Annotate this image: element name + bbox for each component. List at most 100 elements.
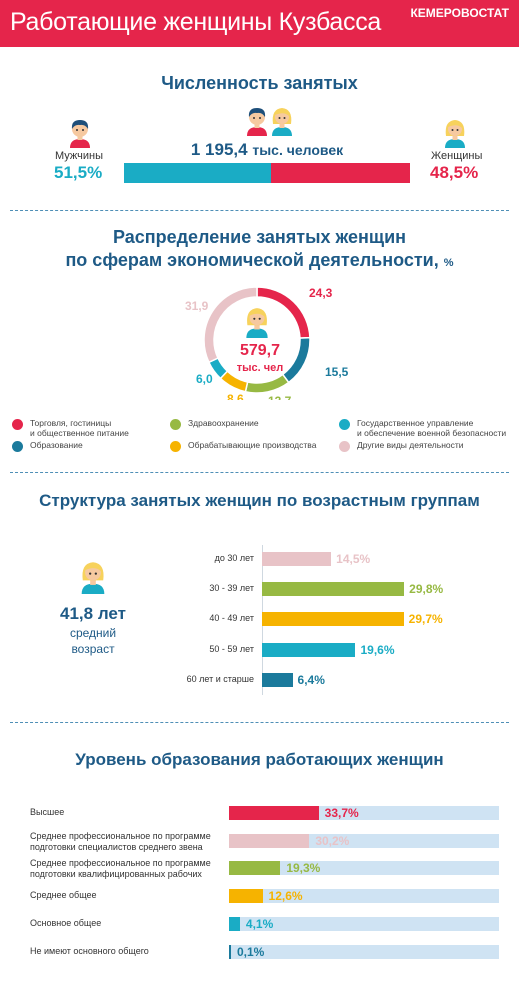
- age-row: 60 лет и старше 6,4%: [0, 673, 519, 687]
- woman-icon-donut: [246, 308, 268, 338]
- employment-total: 1 195,4 тыс. человек: [124, 140, 410, 160]
- donut-value-label: 8,6: [227, 392, 244, 400]
- donut-value-label: 31,9: [185, 299, 209, 313]
- men-bar-segment: [124, 163, 271, 183]
- legend-color-dot: [12, 441, 23, 452]
- donut-value-label: 6,0: [196, 372, 213, 386]
- donut-slice: [203, 286, 258, 364]
- age-value-label: 19,6%: [360, 643, 395, 657]
- legend-label: Другие виды деятельности: [357, 440, 464, 450]
- sectors-title: Распределение занятых женщин по сферам э…: [0, 226, 519, 275]
- women-percent: 48,5%: [430, 163, 479, 182]
- legend-item: Другие виды деятельности: [339, 440, 464, 452]
- education-value-label: 4,1%: [245, 917, 274, 931]
- women-label: Женщины: [431, 150, 483, 162]
- legend-color-dot: [339, 419, 350, 430]
- education-bar: [229, 945, 231, 959]
- woman-icon: [445, 120, 465, 148]
- age-value-label: 14,5%: [336, 552, 371, 566]
- education-value-label: 33,7%: [324, 806, 359, 820]
- age-category-label: 60 лет и старше: [186, 674, 254, 684]
- education-bar: [229, 917, 240, 931]
- age-row: 30 - 39 лет 29,8%: [0, 582, 519, 596]
- woman-icon-center: [272, 108, 292, 136]
- education-category-label: Среднее профессиональное по программе: [30, 858, 211, 868]
- education-bar: [229, 861, 281, 875]
- age-category-label: до 30 лет: [214, 553, 254, 563]
- legend-label: Образование: [30, 440, 83, 450]
- age-bar: [262, 612, 404, 626]
- education-category-label: Основное общее: [30, 918, 102, 928]
- age-row: 50 - 59 лет 19,6%: [0, 643, 519, 657]
- legend-item: Государственное управление и обеспечение …: [339, 418, 506, 438]
- legend-item: Здравоохранение: [170, 418, 259, 430]
- average-age-label-2: возраст: [71, 642, 115, 656]
- age-title: Структура занятых женщин по возрастным г…: [39, 491, 480, 510]
- donut-value-label: 13,7: [268, 394, 292, 400]
- education-bar-track: [229, 917, 499, 931]
- education-value-label: 19,3%: [286, 861, 321, 875]
- legend-item: Образование: [12, 440, 83, 452]
- education-category: Среднее профессиональное по программе под…: [30, 831, 225, 853]
- legend-color-dot: [170, 419, 181, 430]
- legend-color-dot: [170, 441, 181, 452]
- age-bar: [262, 643, 356, 657]
- man-icon-center: [247, 108, 267, 136]
- header-banner: Работающие женщины Кузбасса КЕМЕРОВОСТАТ: [0, 0, 519, 47]
- sectors-title-line2: по сферам экономической деятельности,: [65, 250, 439, 270]
- legend-label: Здравоохранение: [188, 418, 259, 428]
- legend-label: Торговля, гостиницы: [30, 418, 112, 428]
- donut-center-value: 579,7: [239, 342, 281, 359]
- education-category: Высшее: [30, 807, 225, 818]
- education-category: Среднее общее: [30, 890, 225, 901]
- section-divider: [10, 472, 509, 473]
- women-bar-segment: [271, 163, 410, 183]
- age-category-label: 50 - 59 лет: [209, 644, 254, 654]
- woman-icon-age: [81, 562, 105, 594]
- donut-value-label: 24,3: [309, 286, 333, 300]
- education-category-label: подготовки специалистов среднего звена: [30, 842, 203, 852]
- legend-color-dot: [12, 419, 23, 430]
- education-category-label: Среднее общее: [30, 890, 97, 900]
- page-title: Работающие женщины Кузбасса: [10, 8, 382, 36]
- sectors-title-line1: Распределение занятых женщин: [112, 227, 407, 247]
- average-age-label-1: средний: [69, 626, 117, 640]
- age-row: 40 - 49 лет 29,7%: [0, 612, 519, 626]
- education-value-label: 0,1%: [237, 945, 265, 959]
- education-category-label: Среднее профессиональное по программе: [30, 831, 211, 841]
- education-category: Среднее профессиональное по программе под…: [30, 858, 225, 880]
- section-divider: [10, 722, 509, 723]
- man-icon: [70, 120, 90, 148]
- men-percent: 51,5%: [54, 163, 103, 182]
- men-label: Мужчины: [55, 150, 104, 162]
- total-value: 1 195,4: [190, 140, 248, 159]
- age-bar: [262, 552, 332, 566]
- education-bar-track: [229, 945, 499, 959]
- education-category-label: подготовки квалифицированных рабочих: [30, 869, 202, 879]
- age-row: до 30 лет 14,5%: [0, 552, 519, 566]
- education-category: Основное общее: [30, 918, 225, 929]
- gender-ratio-bar: [124, 163, 410, 183]
- legend-color-dot: [339, 441, 350, 452]
- education-bar-track: [229, 889, 499, 903]
- legend-item: Обрабатывающие производства: [170, 440, 317, 452]
- donut-center-unit: тыс. чел: [236, 362, 284, 374]
- education-bar-track: [229, 861, 499, 875]
- legend-item: Торговля, гостиницы и общественное питани…: [12, 418, 129, 438]
- education-bar: [229, 834, 310, 848]
- age-value-label: 29,7%: [408, 612, 443, 626]
- sectors-donut-chart: 24,3 15,5 13,7 8,6 6,0 31,9: [185, 286, 349, 400]
- education-title: Уровень образования работающих женщин: [75, 750, 444, 769]
- education-bar: [229, 889, 263, 903]
- donut-slice: [244, 373, 290, 394]
- brand-label: КЕМЕРОВОСТАТ: [410, 6, 509, 20]
- age-bar: [262, 673, 293, 687]
- age-category-label: 40 - 49 лет: [209, 613, 254, 623]
- legend-label: и общественное питание: [30, 428, 129, 438]
- education-bar: [229, 806, 319, 820]
- average-age-value: 41,8 лет: [60, 604, 126, 623]
- donut-value-label: 15,5: [325, 365, 349, 379]
- legend-label: Обрабатывающие производства: [188, 440, 317, 450]
- education-value-label: 12,6%: [268, 889, 303, 903]
- employment-title: Численность занятых: [161, 73, 358, 93]
